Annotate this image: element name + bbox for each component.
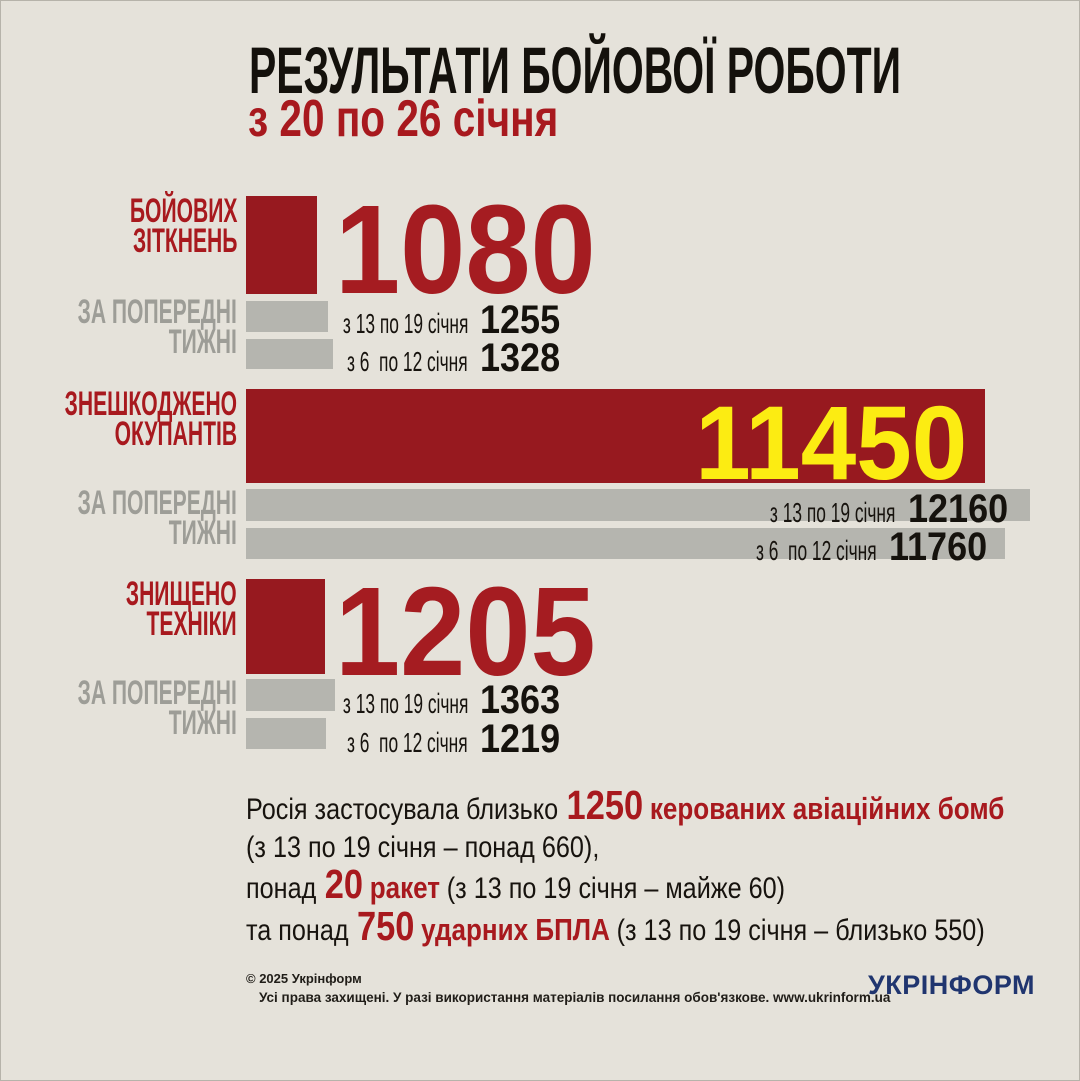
bar-occupiers-current <box>246 389 985 483</box>
page-subtitle: з 20 по 26 січня <box>248 90 559 148</box>
label-previous-weeks-3: ЗА ПОПЕРЕДНІ ТИЖНІ <box>77 674 237 742</box>
note-number: 20 <box>324 861 364 907</box>
section-label-equipment: ЗНИЩЕНО ТЕХНІКИ <box>126 575 237 643</box>
note-text: та понад <box>246 913 349 947</box>
bar-occupiers-prev2 <box>246 528 1005 559</box>
bar-combat-clashes-prev2 <box>246 339 333 369</box>
row-equipment-prev1: з 13 по 19 січня 1363 <box>266 680 569 720</box>
row-occupiers-prev2: з 6 по 12 січня 11760 <box>682 527 998 567</box>
page-title: РЕЗУЛЬТАТИ БОЙОВОЇ РОБОТИ <box>249 33 901 107</box>
label-previous-weeks-1: ЗА ПОПЕРЕДНІ ТИЖНІ <box>77 293 237 361</box>
value-equipment-current: 1205 <box>335 561 596 702</box>
row-combat-clashes-prev2: з 6 по 12 січня 1328 <box>273 338 569 378</box>
copyright-line: © 2025 Укрінформ <box>246 971 362 986</box>
bar-combat-clashes-prev1 <box>246 301 329 332</box>
note-text: (з 13 по 19 січня – майже 60) <box>446 872 786 905</box>
note-number: 750 <box>356 902 415 949</box>
notes-paragraph: Росія застосувала близько 1250 керованих а… <box>246 785 1005 950</box>
period-label: з 6 по 12 січня <box>347 346 469 377</box>
period-label: з 13 по 19 січня <box>342 688 469 719</box>
note-line-1: Росія застосувала близько 1250 керованих а… <box>246 785 1005 829</box>
period-label: з 13 по 19 січня <box>770 497 896 528</box>
bar-equipment-prev1 <box>246 679 336 711</box>
period-label: з 6 по 12 січня <box>756 535 877 566</box>
note-text: (з 13 по 19 січня – близько 550) <box>616 913 985 947</box>
note-line-3: понад 20 ракет (з 13 по 19 січня – майже 60… <box>246 864 1004 908</box>
value-occupiers-current: 11450 <box>695 385 967 502</box>
note-number: 1250 <box>566 782 644 828</box>
bar-occupiers-prev1 <box>246 489 1031 521</box>
bar-equipment-prev2 <box>246 718 326 749</box>
footer-copyright-block: © 2025 Укрінформ Усі права захищені. У р… <box>246 972 890 1005</box>
period-value: 12160 <box>907 487 1008 531</box>
label-previous-weeks-2: ЗА ПОПЕРЕДНІ ТИЖНІ <box>77 484 237 552</box>
period-value: 1328 <box>480 336 561 380</box>
period-value: 11760 <box>888 525 988 569</box>
section-label-combat-clashes: БОЙОВИХ ЗІТКНЕНЬ <box>129 192 237 260</box>
period-label: з 6 по 12 січня <box>347 727 469 758</box>
period-value: 1255 <box>480 298 561 342</box>
row-equipment-prev2: з 6 по 12 січня 1219 <box>273 719 569 759</box>
rights-line: Усі права захищені. У разі використання … <box>259 990 891 1005</box>
note-text: Росія застосувала близько <box>246 793 559 826</box>
row-combat-clashes-prev1: з 13 по 19 січня 1255 <box>266 300 569 340</box>
note-highlight: ударних БПЛА <box>421 911 610 947</box>
note-text: понад <box>246 872 317 905</box>
section-label-occupiers: ЗНЕШКОДЖЕНО ОКУПАНТІВ <box>64 385 237 453</box>
bar-combat-clashes-current <box>246 196 317 294</box>
bar-equipment-current <box>246 579 325 674</box>
row-occupiers-prev1: з 13 по 19 січня 12160 <box>693 489 1019 529</box>
note-text: (з 13 по 19 січня – понад 660), <box>246 830 600 864</box>
note-line-2: (з 13 по 19 січня – понад 660), <box>246 829 1004 867</box>
note-highlight: керованих авіаційних бомб <box>649 791 1005 826</box>
note-line-4: та понад 750 ударних БПЛА (з 13 по 19 січня… <box>246 905 1004 950</box>
note-highlight: ракет <box>369 870 441 905</box>
value-combat-clashes-current: 1080 <box>335 179 596 320</box>
ukrinform-logo: УКРІНФОРМ <box>868 970 1035 1000</box>
period-label: з 13 по 19 січня <box>342 308 469 339</box>
period-value: 1219 <box>480 717 561 761</box>
period-value: 1363 <box>480 678 561 722</box>
